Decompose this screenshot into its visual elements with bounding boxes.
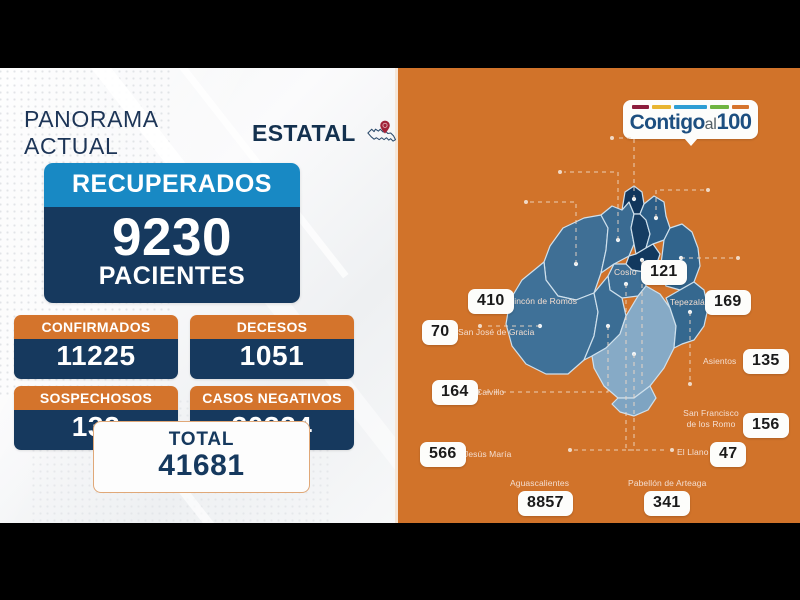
municipality-el-llano [665,281,709,349]
leader-lines [482,137,734,451]
map-label-calvillo: Calvillo [476,387,505,397]
logo-bar-green [710,105,730,109]
right-map-panel: Contigo al 100 [398,68,800,523]
recovered-body: 9230 PACIENTES [44,207,300,304]
recovered-card: RECUPERADOS 9230 PACIENTES [44,163,300,304]
recovered-unit: PACIENTES [98,262,246,291]
logo-bar-maroon [632,105,649,109]
total-card: TOTAL 41681 [93,421,310,493]
map-value-san-jose-de-gracia: 70 [422,320,459,345]
map-label-cosio: Cosío [614,267,637,277]
logo-color-bars [632,105,749,109]
logo-wordmark: Contigo al 100 [629,109,753,134]
total-value: 41681 [158,449,245,482]
logo-bar-yellow [651,105,671,109]
contigo-al-100-logo: Contigo al 100 [623,100,758,146]
map-label-jesus-maria: Jesús María [464,449,512,459]
panel-divider [395,68,398,523]
logo-plate: Contigo al 100 [623,100,758,146]
content-band: PANORAMA ACTUAL ESTATAL RECUPERADOS 9230… [0,68,800,523]
map-label-rincon-de-romos: Rincón de Romos [508,296,578,306]
title-bold: ESTATAL [251,119,356,146]
aguascalientes-map [476,136,740,452]
map-value-rincon-de-romos: 410 [468,289,514,314]
map-value-el-llano: 47 [710,442,747,467]
stat-value: 1051 [190,339,354,379]
stat-card-decesos: DECESOS 1051 [190,315,354,379]
stat-value: 11225 [14,339,178,379]
recovered-label: RECUPERADOS [44,163,300,207]
map-label-aguascalientes: Aguascalientes [510,478,570,488]
map-label-san-jose-de-gracia: San José de Gracia [458,327,535,337]
municipality-south-tail [611,385,657,417]
map-value-asientos: 135 [743,349,789,374]
logo-bar-orange [732,105,749,109]
mexico-map-pin-icon [367,120,396,142]
leader-endpoints [476,136,740,452]
logo-word-contigo: Contigo [629,111,706,134]
map-value-jesus-maria: 566 [420,442,466,467]
centroid-dots [537,196,693,357]
map-value-cosio: 121 [641,260,687,285]
stat-card-confirmados: CONFIRMADOS 11225 [14,315,178,379]
map-value-tepezala: 169 [705,290,751,315]
municipality-tepezala [639,195,671,249]
stat-label: SOSPECHOSOS [14,386,178,410]
total-label: TOTAL [168,429,235,450]
logo-word-100: 100 [716,109,753,134]
stat-label: CASOS NEGATIVOS [190,386,354,410]
logo-bar-blue [673,105,708,109]
left-stats-panel: PANORAMA ACTUAL ESTATAL RECUPERADOS 9230… [0,68,398,523]
title-thin: PANORAMA ACTUAL [24,106,158,159]
map-value-pabellon-de-arteaga: 341 [644,491,690,516]
stat-label: CONFIRMADOS [14,315,178,339]
map-label-pabellon-de-arteaga: Pabellón de Arteaga [628,478,707,488]
recovered-value: 9230 [112,208,232,267]
map-label-asientos: Asientos [703,356,737,366]
map-label-el-llano: El Llano [677,447,709,457]
map-label-san-francisco-de-los-romo: San Francisco de los Romo [683,408,739,429]
logo-word-al: al [704,116,717,133]
map-label-tepezala: Tepezalá [670,297,705,307]
map-value-aguascalientes: 8857 [518,491,573,516]
stat-label: DECESOS [190,315,354,339]
page-title: PANORAMA ACTUAL ESTATAL [24,106,398,160]
map-value-san-francisco-de-los-romo: 156 [743,413,789,438]
map-value-calvillo: 164 [432,380,478,405]
logo-tail [683,138,698,146]
